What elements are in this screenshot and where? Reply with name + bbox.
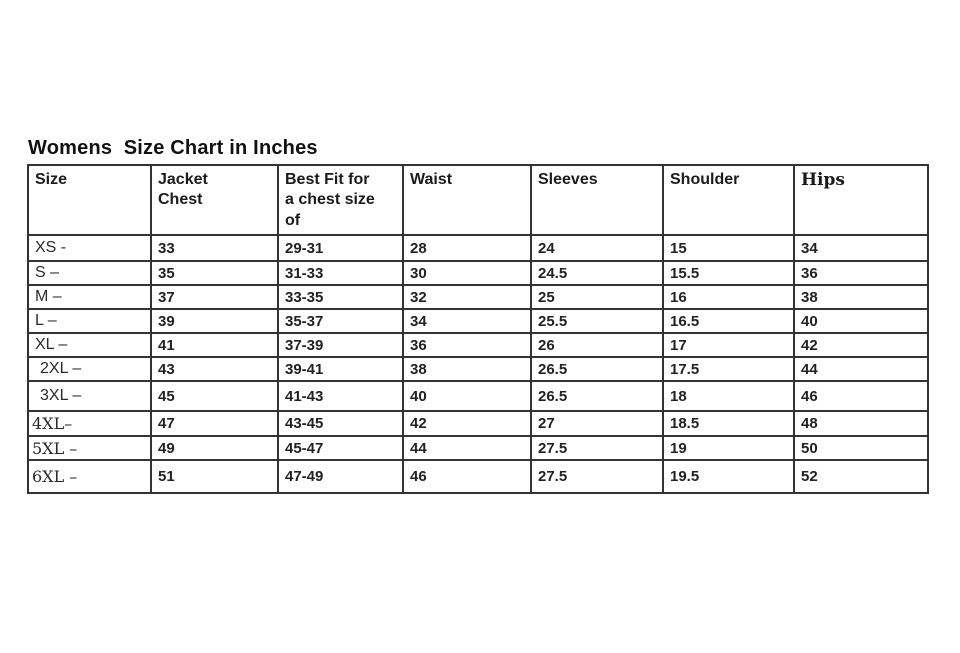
page-title: Womens Size Chart in Inches <box>28 137 318 159</box>
column-header-shoulder: Shoulder <box>662 164 795 236</box>
cell-value: 33-35 <box>277 284 404 310</box>
table-row: 2XL –43 39-41 38 26.5 17.5 44 <box>27 356 929 382</box>
cell-value: 42 <box>402 410 532 437</box>
cell-value: 28 <box>402 234 532 262</box>
cell-value: 48 <box>793 410 929 437</box>
cell-value: 17 <box>662 332 795 358</box>
cell-value: 40 <box>793 308 929 334</box>
cell-size: 4XL– <box>27 410 152 437</box>
column-header-hips: Hips <box>793 164 929 236</box>
cell-value: 25.5 <box>530 308 664 334</box>
header-row: Size Jacket Chest Best Fit for a chest siz… <box>27 164 929 236</box>
cell-value: 34 <box>402 308 532 334</box>
cell-value: 26.5 <box>530 380 664 412</box>
cell-value: 33 <box>150 234 279 262</box>
column-header-jacket: Jacket Chest <box>150 164 279 236</box>
cell-value: 44 <box>793 356 929 382</box>
cell-value: 45-47 <box>277 435 404 461</box>
cell-value: 50 <box>793 435 929 461</box>
cell-value: 43 <box>150 356 279 382</box>
cell-value: 41-43 <box>277 380 404 412</box>
cell-value: 45 <box>150 380 279 412</box>
cell-value: 32 <box>402 284 532 310</box>
cell-value: 43-45 <box>277 410 404 437</box>
cell-value: 35 <box>150 260 279 286</box>
cell-value: 34 <box>793 234 929 262</box>
table-row: M –37 33-35 32 25 16 38 <box>27 284 929 310</box>
table-row: 3XL –45 41-43 40 26.5 18 46 <box>27 380 929 412</box>
cell-value: 15.5 <box>662 260 795 286</box>
cell-value: 41 <box>150 332 279 358</box>
cell-value: 26 <box>530 332 664 358</box>
cell-value: 27.5 <box>530 459 664 494</box>
cell-value: 36 <box>793 260 929 286</box>
table-row: 5XL –49 45-47 44 27.5 19 50 <box>27 435 929 461</box>
cell-value: 18 <box>662 380 795 412</box>
cell-value: 29-31 <box>277 234 404 262</box>
size-chart-table: Size Jacket Chest Best Fit for a chest siz… <box>27 164 929 494</box>
cell-value: 27.5 <box>530 435 664 461</box>
cell-value: 47 <box>150 410 279 437</box>
cell-value: 40 <box>402 380 532 412</box>
table-row: 6XL –51 47-49 46 27.5 19.5 52 <box>27 459 929 494</box>
cell-value: 38 <box>402 356 532 382</box>
cell-value: 16 <box>662 284 795 310</box>
cell-size: 3XL – <box>27 380 152 412</box>
cell-value: 35-37 <box>277 308 404 334</box>
cell-value: 46 <box>402 459 532 494</box>
cell-value: 30 <box>402 260 532 286</box>
cell-value: 19 <box>662 435 795 461</box>
cell-size: 2XL – <box>27 356 152 382</box>
cell-value: 25 <box>530 284 664 310</box>
cell-size: S – <box>27 260 152 286</box>
cell-value: 37 <box>150 284 279 310</box>
cell-value: 27 <box>530 410 664 437</box>
cell-value: 39-41 <box>277 356 404 382</box>
cell-value: 52 <box>793 459 929 494</box>
cell-value: 46 <box>793 380 929 412</box>
column-header-waist: Waist <box>402 164 532 236</box>
cell-value: 24.5 <box>530 260 664 286</box>
table-body: XS -33 29-31 28 24 15 34 S –35 31-33 30 24.5 15.5 3… <box>27 234 929 494</box>
cell-value: 19.5 <box>662 459 795 494</box>
cell-value: 44 <box>402 435 532 461</box>
cell-value: 16.5 <box>662 308 795 334</box>
cell-size: L – <box>27 308 152 334</box>
cell-value: 42 <box>793 332 929 358</box>
cell-value: 31-33 <box>277 260 404 286</box>
cell-value: 24 <box>530 234 664 262</box>
cell-size: XL – <box>27 332 152 358</box>
cell-value: 15 <box>662 234 795 262</box>
cell-value: 17.5 <box>662 356 795 382</box>
table-row: XS -33 29-31 28 24 15 34 <box>27 234 929 262</box>
cell-size: XS - <box>27 234 152 262</box>
table-row: S –35 31-33 30 24.5 15.5 36 <box>27 260 929 286</box>
cell-value: 37-39 <box>277 332 404 358</box>
cell-size: M – <box>27 284 152 310</box>
cell-size: 5XL – <box>27 435 152 461</box>
cell-size: 6XL – <box>27 459 152 494</box>
cell-value: 39 <box>150 308 279 334</box>
table-row: XL –41 37-39 36 26 17 42 <box>27 332 929 358</box>
table-row: L –39 35-37 34 25.5 16.5 40 <box>27 308 929 334</box>
column-header-size: Size <box>27 164 152 236</box>
column-header-best-fit-for: Best Fit for a chest size of <box>277 164 404 236</box>
table-row: 4XL– 47 43-45 42 27 18.5 48 <box>27 410 929 437</box>
cell-value: 47-49 <box>277 459 404 494</box>
cell-value: 51 <box>150 459 279 494</box>
cell-value: 18.5 <box>662 410 795 437</box>
cell-value: 38 <box>793 284 929 310</box>
cell-value: 36 <box>402 332 532 358</box>
column-header-sleeves: Sleeves <box>530 164 664 236</box>
cell-value: 26.5 <box>530 356 664 382</box>
cell-value: 49 <box>150 435 279 461</box>
